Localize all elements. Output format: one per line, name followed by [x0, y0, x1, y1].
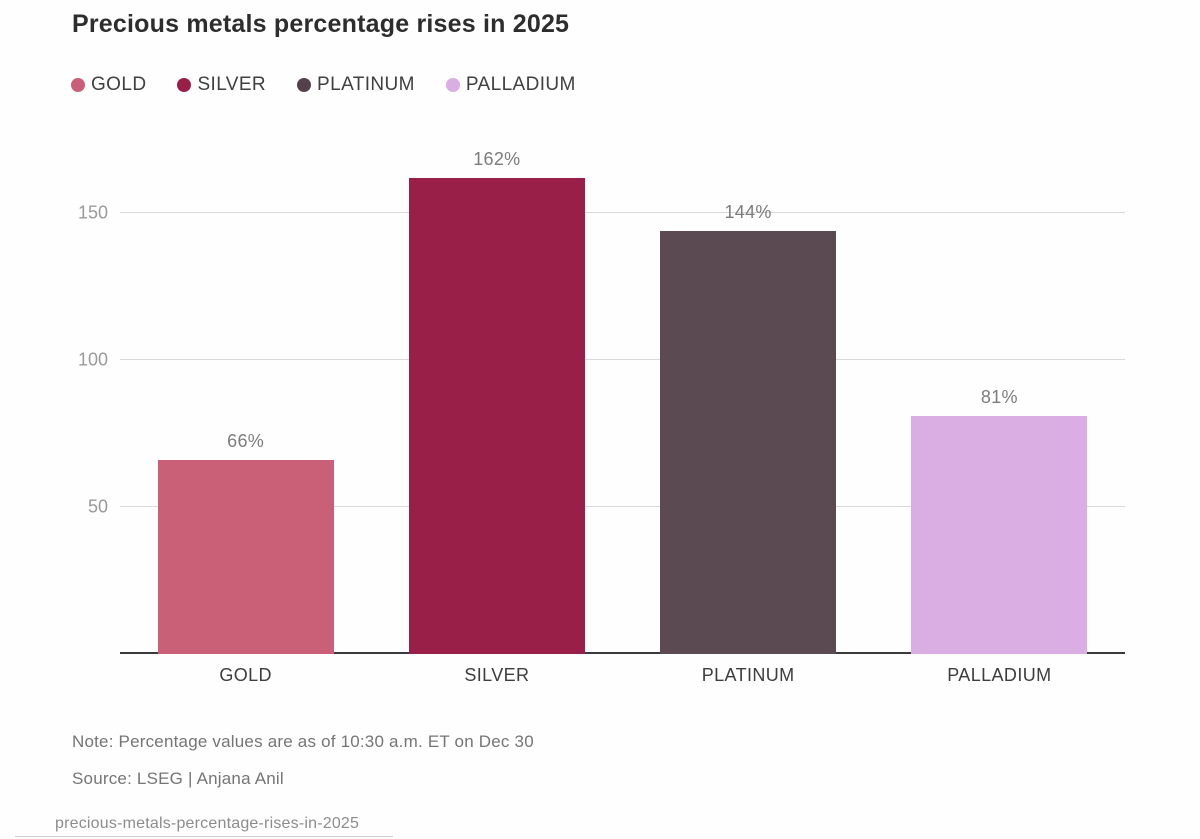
legend-dot-icon	[177, 78, 192, 92]
legend-dot-icon	[71, 78, 85, 92]
value-label-gold: 66%	[227, 431, 265, 452]
gridline-50	[120, 506, 1125, 508]
x-axis-label-palladium: PALLADIUM	[947, 665, 1052, 685]
gridline-100	[120, 359, 1125, 361]
legend-label: SILVER	[197, 74, 267, 95]
bar-chart-plot: 50 100 150 66% GOLD 162% SILVER 144% PLATINUM 81%…	[78, 140, 1125, 685]
x-axis-line	[120, 652, 1125, 654]
gridline-150	[120, 212, 1125, 214]
value-label-palladium: 81%	[980, 387, 1018, 408]
y-axis-tick-150: 150	[77, 202, 108, 223]
legend-item-platinum[interactable]: PLATINUM	[297, 74, 415, 96]
y-axis-tick-50: 50	[87, 496, 108, 517]
y-axis-tick-100: 100	[77, 349, 108, 370]
x-axis-label-platinum: PLATINUM	[701, 665, 795, 685]
legend-label: PLATINUM	[317, 74, 415, 95]
legend-item-silver[interactable]: SILVER	[177, 74, 266, 96]
page-filename: precious-metals-percentage-rises-in-2025	[55, 815, 360, 832]
bar-palladium[interactable]	[911, 416, 1088, 654]
legend-item-palladium[interactable]: PALLADIUM	[445, 74, 576, 96]
x-axis-label-silver: SILVER	[464, 665, 530, 685]
note-text: Note: Percentage values are as of 10:30 …	[72, 732, 534, 751]
bar-platinum[interactable]	[660, 231, 837, 654]
legend-label: GOLD	[91, 74, 147, 95]
legend-label: PALLADIUM	[465, 74, 576, 95]
legend-dot-icon	[297, 78, 312, 92]
filename-underline	[15, 836, 393, 837]
value-label-platinum: 144%	[724, 202, 772, 223]
x-axis-label-gold: GOLD	[219, 665, 272, 685]
bar-silver[interactable]	[408, 178, 585, 654]
bar-gold[interactable]	[157, 460, 334, 654]
source-text: Source: LSEG | Anjana Anil	[72, 769, 284, 788]
legend-item-gold[interactable]: GOLD	[71, 74, 146, 96]
value-label-silver: 162%	[473, 149, 521, 170]
legend-dot-icon	[445, 78, 460, 92]
legend: GOLD SILVER PLATINUM PALLADIUM	[71, 74, 576, 96]
chart-title: Precious metals percentage rises in 2025	[72, 10, 570, 38]
